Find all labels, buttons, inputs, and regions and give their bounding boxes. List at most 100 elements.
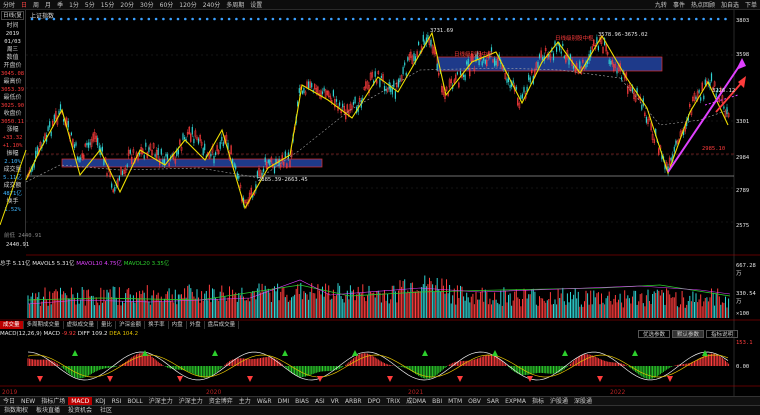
indicator-prefix-1[interactable]: NEW [21,398,36,405]
toolbar-right-4[interactable]: 下单 [744,2,757,9]
toolbar-right-3[interactable]: 加自选 [720,2,739,9]
toolbar-right-1[interactable]: 事件 [672,2,685,9]
period-tab-5[interactable]: 1分 [69,2,79,9]
macd-bar [143,353,145,366]
volume-subtab-0[interactable]: 成交量 [0,321,24,329]
indicator-tab-4[interactable]: 沪深主力 [148,398,173,405]
indicator-tab-15[interactable]: TRIX [386,398,401,405]
indicator-tab-11[interactable]: ASI [314,398,325,405]
candle-body [267,160,269,163]
candle-body [97,137,99,146]
indicator-tab-14[interactable]: DPO [367,398,381,405]
signal-arrow [177,376,183,382]
candle-body [617,65,620,71]
candle-body [411,55,414,65]
indicator-tab-12[interactable]: VR [330,398,339,405]
indicator-tab-17[interactable]: BBI [432,398,443,405]
volume-bar [504,290,506,318]
volume-subtab-3[interactable]: 量比 [98,321,117,329]
status-tab-2[interactable]: 投资机会 [68,407,93,414]
volume-subtab-2[interactable]: 虚拟成交量 [64,321,99,329]
volume-subtab-1[interactable]: 多周期成交量 [24,321,64,329]
macd-button-0[interactable]: 优选参数 [638,330,671,338]
indicator-tab-2[interactable]: RSI [111,398,122,405]
volume-bar [95,297,97,318]
macd-bar [483,356,485,366]
candle-body [535,62,538,69]
period-tab-3[interactable]: 月 [45,2,52,9]
status-tab-3[interactable]: 社区 [100,407,113,414]
indicator-tab-23[interactable]: 沪股通 [549,398,568,405]
macd-bar [297,366,299,377]
indicator-tab-0[interactable]: MACD [68,397,93,405]
period-tab-0[interactable]: 分时 [3,2,16,9]
macd-bar [160,364,162,366]
macd-bar [421,366,423,378]
indicator-tab-9[interactable]: DMI [277,398,290,405]
period-tab-13[interactable]: 多周期 [226,2,245,9]
indicator-prefix-2[interactable]: 指标广场 [41,398,66,405]
period-tab-12[interactable]: 240分 [202,2,221,9]
marker-dot [315,17,319,21]
volume-subtab-5[interactable]: 换手率 [145,321,169,329]
time-tick-3: 2022 [610,389,626,396]
volume-bar [360,293,362,318]
indicator-tab-3[interactable]: BOLL [127,398,143,405]
indicator-tab-18[interactable]: MTM [448,398,463,405]
candle-body [537,61,539,68]
period-tab-6[interactable]: 5分 [84,2,95,9]
status-tab-0[interactable]: 指数期权 [4,407,29,414]
status-tab-1[interactable]: 板块直播 [36,407,61,414]
indicator-tab-8[interactable]: W&R [256,398,272,405]
low-label: 最低价 [3,94,22,101]
volume-bar [47,305,49,318]
macd-bar [365,353,367,366]
candle-body [518,102,521,109]
period-tab-11[interactable]: 120分 [179,2,197,9]
marker-dot [89,17,92,21]
period-tab-7[interactable]: 15分 [100,2,115,9]
volume-subtab-8[interactable]: 盘后成交量 [205,321,240,329]
indicator-tab-10[interactable]: BIAS [295,398,309,405]
volume-bar [134,302,136,318]
period-tab-10[interactable]: 60分 [159,2,174,9]
macd-button-1[interactable]: 默认参数 [672,330,705,338]
period-tab-14[interactable]: 设置 [250,2,263,9]
indicator-tab-6[interactable]: 资金博弈 [208,398,233,405]
macd-bar [644,366,646,379]
indicator-tab-7[interactable]: 主力 [238,398,251,405]
volume-subtab-4[interactable]: 沪深金额 [116,321,146,329]
indicator-tab-16[interactable]: 成DMA [406,398,427,405]
indicator-tab-13[interactable]: ARBR [344,398,362,405]
indicator-tab-19[interactable]: OBV [468,398,481,405]
period-tab-2[interactable]: 周 [33,2,40,9]
macd-bar [610,362,612,366]
marker-dot [74,17,78,21]
indicator-tab-1[interactable]: KDJ [95,398,106,405]
toolbar-right-0[interactable]: 九转 [654,2,667,9]
indicator-tab-20[interactable]: SAR [486,398,500,405]
price-tick-0: 3803 [736,18,750,24]
toolbar-right-2[interactable]: 热点回顾 [690,2,715,9]
indicator-tab-24[interactable]: 深股通 [573,398,592,405]
period-tab-4[interactable]: 季 [57,2,64,9]
indicator-prefix-0[interactable]: 今日 [3,398,16,405]
indicator-tab-21[interactable]: EXPMA [505,398,526,405]
candle-body [155,149,158,159]
candle-body [593,39,595,46]
marker-dot [52,17,56,21]
volume-subtab-6[interactable]: 内盘 [169,321,187,329]
panel-header[interactable]: 日线(复权) [1,11,24,20]
macd-button-2[interactable]: 指标说明 [706,330,739,338]
volume-bar [492,300,494,318]
volume-bar [698,299,700,318]
volume-bar [478,299,480,318]
period-tab-8[interactable]: 20分 [120,2,135,9]
volume-subtab-7[interactable]: 外盘 [187,321,205,329]
indicator-tab-22[interactable]: 指标 [531,398,544,405]
period-tab-1[interactable]: 日 [21,2,28,9]
indicator-tab-5[interactable]: 沪深主力 [178,398,203,405]
period-tab-9[interactable]: 30分 [140,2,154,9]
candle-body [695,96,697,100]
